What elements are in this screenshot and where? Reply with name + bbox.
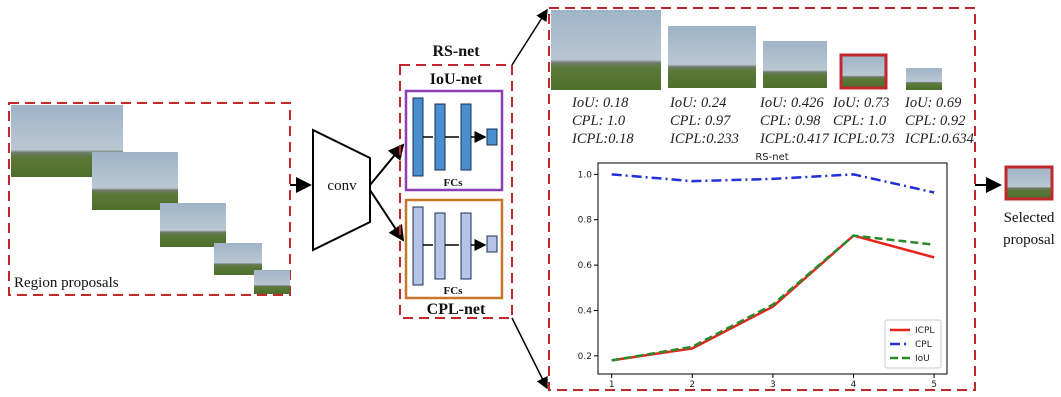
y-tick-label: 1.0 <box>578 170 593 180</box>
arrow <box>370 190 403 240</box>
score-text: ICPL:0.73 <box>832 131 895 147</box>
arrow <box>512 318 547 388</box>
score-text: CPL: 1.0 <box>833 113 887 129</box>
iou-net-label: IoU-net <box>430 71 483 88</box>
legend-label: IoU <box>915 354 930 364</box>
score-text: ICPL:0.417 <box>759 131 830 147</box>
cpl-net-label: CPL-net <box>427 301 486 318</box>
arrow <box>512 10 547 65</box>
fcs-label: FCs <box>444 177 464 189</box>
series-line <box>612 174 934 192</box>
x-tick-label: 2 <box>689 380 695 390</box>
chart-title: RS-net <box>755 152 788 163</box>
y-tick-label: 0.8 <box>578 216 593 226</box>
score-text: IoU: 0.73 <box>832 95 889 111</box>
y-tick-label: 0.6 <box>578 261 593 271</box>
score-text: IoU: 0.426 <box>759 95 824 111</box>
legend-label: ICPL <box>915 326 934 336</box>
legend-label: CPL <box>915 340 932 350</box>
selected-label: Selected <box>1004 210 1055 226</box>
x-tick-label: 5 <box>931 380 937 390</box>
region-images <box>11 105 290 294</box>
y-tick-label: 0.4 <box>578 306 593 316</box>
conv-label: conv <box>327 178 357 194</box>
score-text: ICPL:0.634 <box>904 131 974 147</box>
y-tick-label: 0.2 <box>578 352 592 362</box>
x-tick-label: 3 <box>770 380 776 390</box>
score-text: ICPL:0.18 <box>571 131 634 147</box>
fcs-label: FCs <box>444 285 464 297</box>
score-text: IoU: 0.69 <box>904 95 962 111</box>
rsnet-title: RS-net <box>432 43 480 60</box>
score-text: CPL: 0.98 <box>760 113 821 129</box>
score-text: CPL: 1.0 <box>572 113 626 129</box>
score-text: CPL: 0.97 <box>670 113 731 129</box>
arrow <box>370 145 403 185</box>
proposal-scores: IoU: 0.18 CPL: 1.0 ICPL:0.18 IoU: 0.24 CPL: … <box>571 95 974 147</box>
proposal-images <box>551 10 942 90</box>
diagram: Region proposals conv RS-net IoU-net FCs… <box>0 0 1061 397</box>
selected-label: proposal <box>1003 232 1055 248</box>
region-label: Region proposals <box>14 275 119 291</box>
x-tick-label: 1 <box>609 380 615 390</box>
x-tick-label: 4 <box>851 380 857 390</box>
line-chart: RS-net 0.2 0.4 0.6 0.8 1.0 1 2 3 4 5 ICPL CPL IoU <box>578 152 947 390</box>
selected-image <box>1006 167 1052 199</box>
score-text: ICPL:0.233 <box>669 131 739 147</box>
score-text: CPL: 0.92 <box>905 113 965 129</box>
score-text: IoU: 0.24 <box>669 95 726 111</box>
score-text: IoU: 0.18 <box>571 95 629 111</box>
iou-layers <box>413 98 497 176</box>
cpl-layers <box>413 207 497 285</box>
